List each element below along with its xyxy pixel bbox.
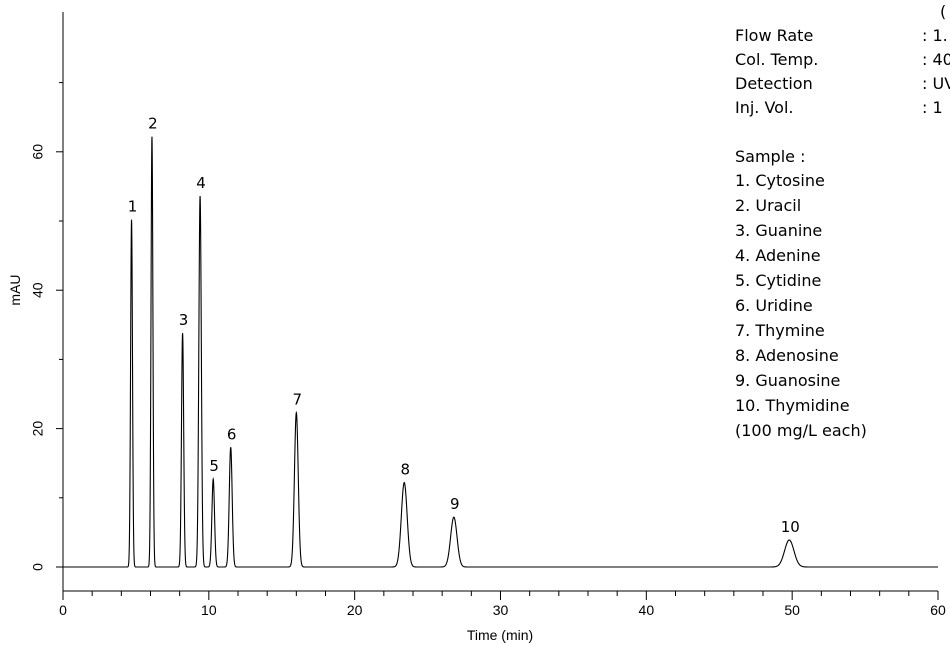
condition-value-detection: : UV	[922, 74, 950, 93]
condition-label-col-temp: Col. Temp.	[735, 50, 819, 69]
x-tick-label: 0	[59, 602, 67, 618]
axes: 0 20 40 60 0 10 20 30 40 50 60	[30, 12, 946, 618]
peak-label-9: 9	[450, 495, 460, 513]
peak-label-2: 2	[148, 115, 158, 133]
sample-item: 2. Uracil	[735, 196, 802, 215]
condition-value-col-temp: : 40	[922, 50, 950, 69]
condition-label-flow-rate: Flow Rate	[735, 26, 814, 45]
y-tick-label: 60	[30, 144, 46, 160]
sample-item: 9. Guanosine	[735, 371, 841, 390]
sample-legend-heading: Sample :	[735, 147, 806, 166]
condition-label-detection: Detection	[735, 74, 813, 93]
conditions-header: (	[940, 2, 947, 21]
x-axis-label: Time (min)	[467, 627, 533, 643]
condition-label-inj-vol: Inj. Vol.	[735, 98, 794, 117]
x-tick-label: 10	[201, 602, 217, 618]
y-tick-label: 40	[30, 282, 46, 298]
peak-label-5: 5	[209, 457, 219, 475]
sample-note: (100 mg/L each)	[735, 421, 867, 440]
peak-label-10: 10	[781, 518, 800, 536]
peak-label-4: 4	[196, 174, 206, 192]
condition-value-flow-rate: : 1.	[922, 26, 948, 45]
y-axis-label: mAU	[7, 274, 23, 305]
x-tick-label: 60	[930, 602, 946, 618]
sample-item: 6. Uridine	[735, 296, 813, 315]
sample-item: 3. Guanine	[735, 221, 823, 240]
condition-value-inj-vol: : 1	[922, 98, 943, 117]
peak-label-8: 8	[400, 461, 410, 479]
sample-item: 5. Cytidine	[735, 271, 822, 290]
x-tick-label: 30	[493, 602, 509, 618]
trace	[63, 136, 938, 568]
peak-label-7: 7	[293, 391, 303, 409]
y-tick-label: 0	[30, 563, 46, 571]
sample-item: 8. Adenosine	[735, 346, 839, 365]
sample-item: 4. Adenine	[735, 246, 821, 265]
peak-label-6: 6	[227, 425, 237, 443]
sample-item: 10. Thymidine	[735, 396, 850, 415]
x-tick-label: 40	[639, 602, 655, 618]
x-tick-label: 50	[784, 602, 800, 618]
peak-labels: 1 2 3 4 56 7 8 9 10	[128, 115, 800, 536]
chromatogram-trace	[63, 136, 938, 568]
sample-item: 7. Thymine	[735, 321, 825, 340]
y-tick-label: 20	[30, 421, 46, 437]
sample-item: 1. Cytosine	[735, 171, 825, 190]
x-tick-label: 20	[347, 602, 363, 618]
peak-label-1: 1	[128, 198, 138, 216]
peak-label-3: 3	[179, 311, 189, 329]
